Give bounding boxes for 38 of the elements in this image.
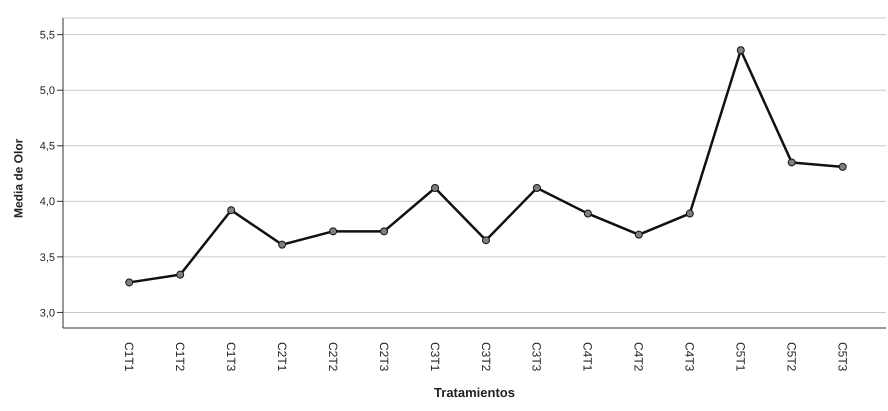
point [227, 206, 236, 214]
point [431, 184, 440, 192]
point [176, 270, 184, 279]
x-tick-label: C1T2 [173, 342, 188, 372]
x-tick-label: C2T3 [376, 342, 391, 372]
x-tick-label: C1T3 [224, 342, 238, 372]
point [788, 158, 796, 166]
y-tick-label: 3,5 [40, 252, 55, 264]
y-axis-title: Media de Olor [11, 138, 26, 218]
x-tick-label: C2T1 [274, 342, 289, 372]
x-tick-label: C3T2 [478, 342, 493, 372]
point [736, 46, 745, 54]
y-tick-label: 4,5 [40, 140, 55, 153]
x-tick-label: C3T3 [530, 342, 544, 372]
y-tick-label: 5,5 [40, 30, 55, 42]
point [838, 162, 847, 171]
point [532, 184, 541, 192]
point [278, 240, 286, 249]
point [329, 227, 338, 236]
y-tick-label: 4,0 [40, 196, 55, 208]
y-tick-label: 3,0 [40, 307, 55, 320]
point [584, 210, 592, 218]
x-tick-label: C5T2 [784, 342, 799, 372]
x-axis-title: Tratamientos [434, 385, 515, 400]
x-tick-label: C4T2 [632, 342, 646, 372]
x-tick-label: C5T3 [835, 342, 850, 372]
point [686, 210, 694, 218]
point [634, 230, 643, 239]
point [380, 227, 388, 236]
x-tick-label: C5T1 [734, 342, 748, 372]
x-tick-label: C4T1 [580, 342, 595, 372]
x-tick-label: C1T1 [122, 342, 136, 372]
y-tick-label: 5,0 [40, 85, 55, 98]
x-tick-label: C3T1 [428, 342, 442, 372]
point [125, 278, 134, 286]
point [482, 236, 490, 244]
x-tick-label: C2T2 [326, 342, 340, 372]
x-tick-label: C4T3 [682, 342, 697, 372]
